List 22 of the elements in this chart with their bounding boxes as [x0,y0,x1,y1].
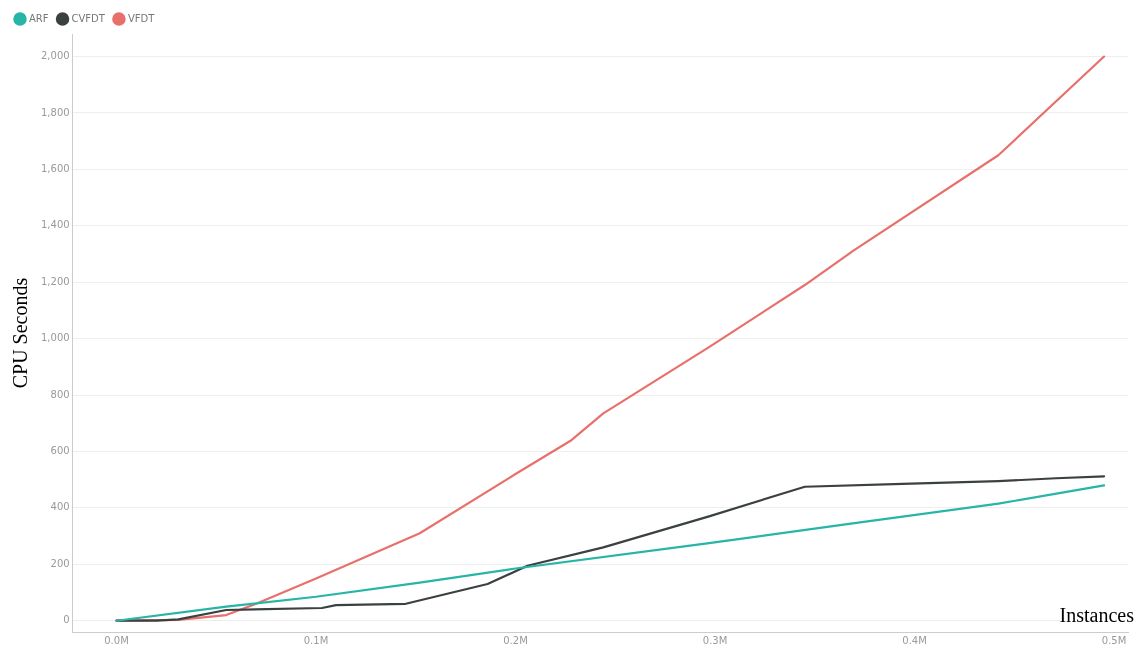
y-tick-label: 1,600 [40,162,70,174]
y-tick-label: 2,000 [40,50,70,62]
legend-label: CVFDT [71,12,106,24]
y-tick-label: 800 [50,388,70,400]
legend-label: ARF [29,12,49,24]
y-axis-title: CPU Seconds [9,277,32,389]
y-tick-label: 1,000 [40,332,70,344]
y-tick-label: 0 [63,614,70,626]
x-tick-label: 0.2M [503,634,528,646]
legend-label: VFDT [127,12,156,24]
x-tick-label: 0.1M [303,634,329,646]
x-axis-title: Instances [1059,604,1134,626]
y-tick-label: 1,200 [40,275,70,287]
x-tick-label: 0.4M [902,634,927,646]
y-tick-label: 600 [50,445,70,457]
x-tick-label: 0.0M [104,634,129,646]
x-tick-label: 0.3M [702,634,728,646]
y-tick-label: 1,400 [40,219,70,231]
y-tick-label: 1,800 [40,106,70,118]
x-tick-label: 0.5M [1101,634,1127,646]
y-tick-label: 400 [50,501,70,513]
y-tick-label: 200 [50,557,70,569]
